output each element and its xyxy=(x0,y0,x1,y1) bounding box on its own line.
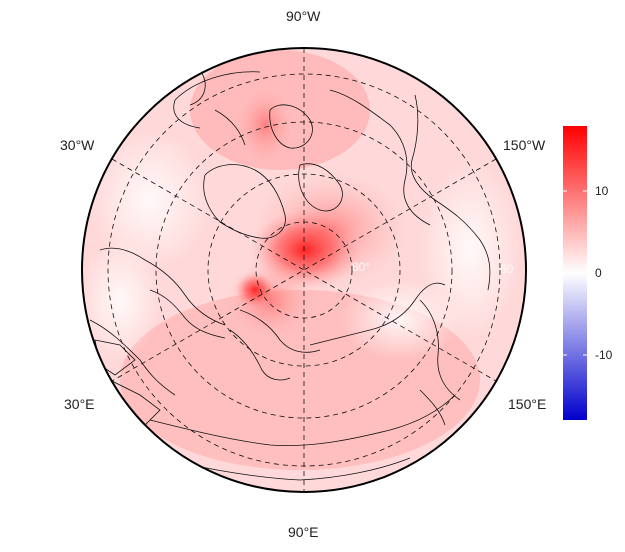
lat-label-80: 80° xyxy=(352,260,371,274)
map-boundary xyxy=(81,47,527,493)
lat-label-60: 60 xyxy=(500,262,514,276)
colorbar-tick-label: 0 xyxy=(595,266,602,280)
graticule xyxy=(107,48,501,492)
lon-label-90w: 90°W xyxy=(286,8,321,24)
lon-label-150w: 150°W xyxy=(503,137,546,153)
lon-label-150e: 150°E xyxy=(508,396,547,412)
colorbar-tick-label: -10 xyxy=(595,348,613,362)
colorbar-ticks xyxy=(563,190,587,356)
colorbar-tick-label: 10 xyxy=(595,184,609,198)
lon-label-30w: 30°W xyxy=(60,137,95,153)
coastlines xyxy=(89,69,491,481)
lon-label-90e: 90°E xyxy=(288,524,319,540)
lon-label-30e: 30°E xyxy=(64,396,95,412)
